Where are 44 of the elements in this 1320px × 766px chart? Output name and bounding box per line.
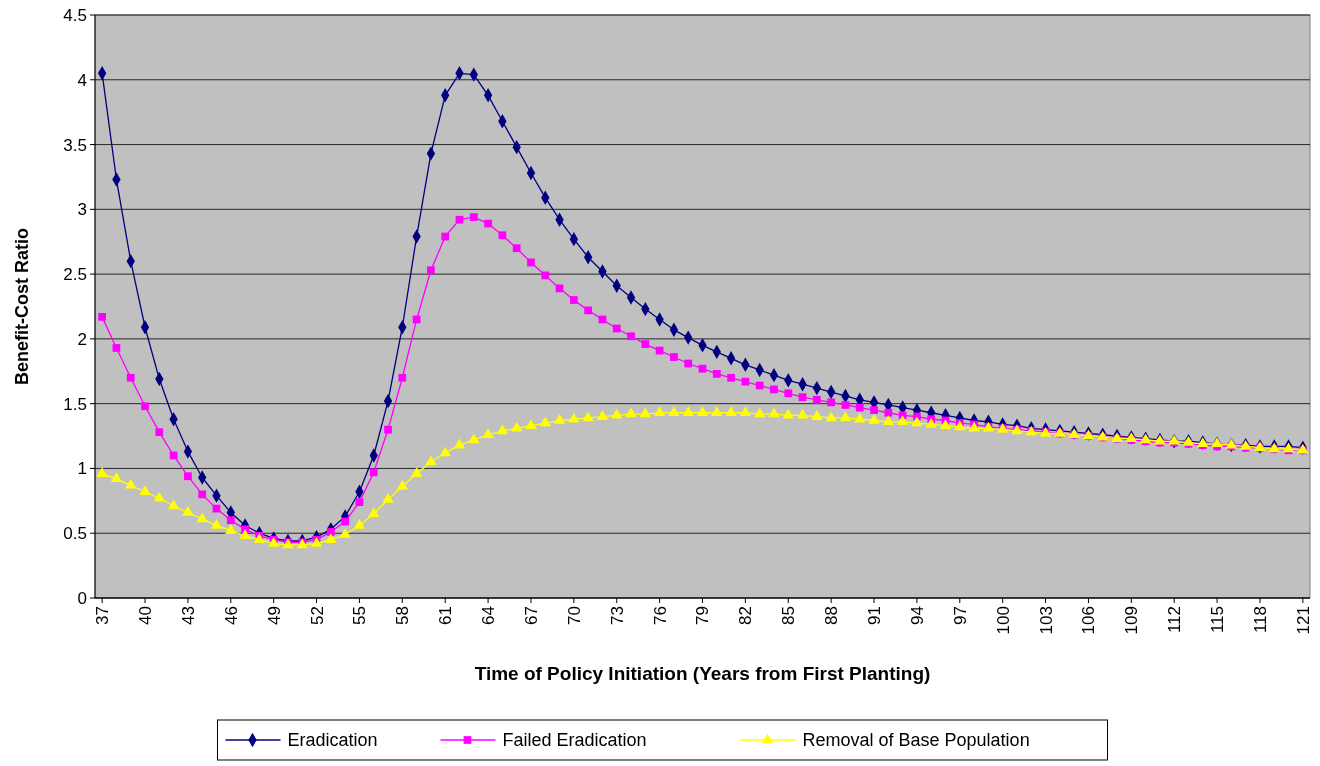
legend-label: Removal of Base Population [802,730,1030,751]
x-tick-label: 70 [564,606,584,625]
x-tick-label: 88 [822,606,842,625]
y-tick-label: 0 [77,588,87,608]
x-tick-label: 37 [93,606,113,625]
y-tick-label: 4.5 [63,5,87,25]
x-tick-label: 100 [993,606,1013,635]
legend-label: Failed Eradication [502,730,647,751]
y-tick-label: 3 [77,200,87,220]
x-tick-label: 97 [950,606,970,625]
x-tick-label: 115 [1208,606,1228,634]
legend-label: Eradication [287,730,378,751]
x-tick-label: 85 [779,606,799,625]
x-tick-label: 112 [1165,606,1185,634]
x-tick-label: 55 [350,606,370,625]
x-tick-label: 79 [693,606,713,625]
x-tick-label: 49 [264,606,284,625]
x-tick-label: 106 [1079,606,1099,635]
y-tick-label: 1.5 [63,394,87,414]
x-tick-label: 91 [864,606,884,625]
x-tick-label: 61 [436,606,456,625]
x-tick-label: 76 [650,606,670,625]
x-tick-label: 52 [307,606,327,625]
y-tick-label: 0.5 [63,524,87,544]
y-tick-label: 3.5 [63,135,87,155]
x-tick-label: 64 [479,606,499,625]
y-tick-label: 2 [77,329,87,349]
x-tick-label: 118 [1250,606,1270,634]
x-tick-label: 109 [1122,606,1142,635]
x-tick-label: 73 [607,606,627,625]
y-axis-title: Benefit-Cost Ratio [12,228,32,385]
x-tick-label: 121 [1293,606,1313,635]
y-tick-label: 1 [77,459,87,479]
x-tick-label: 43 [178,606,198,625]
y-tick-label: 2.5 [63,265,87,285]
x-tick-label: 94 [907,606,927,625]
x-tick-label: 58 [393,606,413,625]
x-tick-label: 46 [221,606,241,625]
x-tick-label: 82 [736,606,756,625]
y-tick-label: 4 [77,70,87,90]
x-tick-label: 67 [521,606,541,625]
x-axis-title: Time of Policy Initiation (Years from First Planting) [474,663,931,684]
x-tick-label: 40 [135,606,155,625]
x-tick-label: 103 [1036,606,1056,635]
